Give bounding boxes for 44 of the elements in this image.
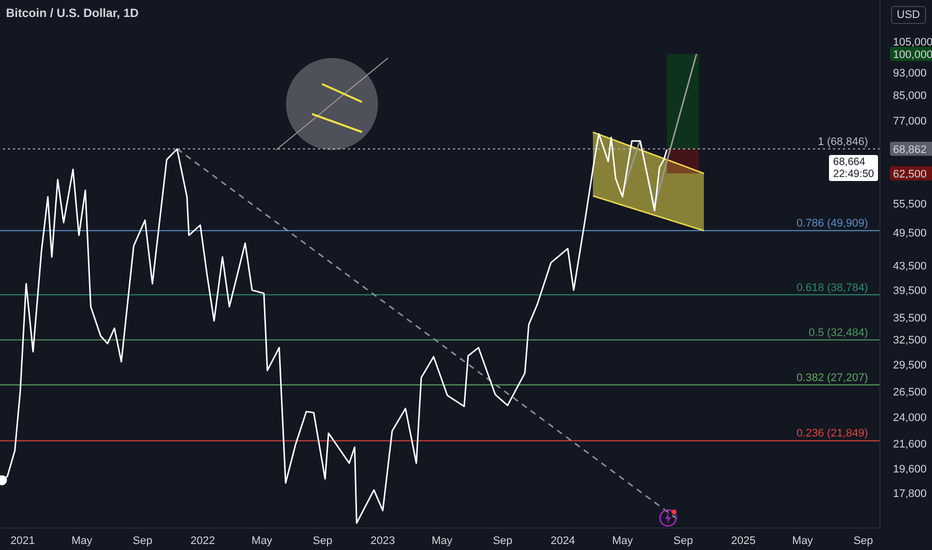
y-tick-label: 29,500 xyxy=(893,359,927,372)
x-tick-label: May xyxy=(252,534,273,547)
y-tick-label: 39,500 xyxy=(893,285,927,298)
ref-line-label: 0.786 (49,909) xyxy=(796,218,868,230)
y-tick-label: 32,500 xyxy=(893,334,927,347)
y-tick-label: 55,500 xyxy=(893,198,927,211)
y-tick-label: 35,500 xyxy=(893,312,927,324)
x-tick-label: Sep xyxy=(132,534,152,547)
y-tick-label: 49,500 xyxy=(893,228,927,240)
x-tick-label: 2022 xyxy=(190,534,215,547)
x-tick-label: May xyxy=(71,534,93,547)
x-tick-label: Sep xyxy=(492,534,512,547)
x-tick-label: May xyxy=(792,534,814,547)
annotation: 68,664 xyxy=(833,156,866,168)
ref-line-label: 0.382 (27,207) xyxy=(796,372,868,384)
y-tick-label: 105,000 xyxy=(893,36,932,48)
x-tick-label: 2024 xyxy=(550,534,576,547)
y-tick-label: 43,500 xyxy=(893,260,927,273)
y-tick-label: 77,000 xyxy=(893,115,927,128)
y-tick-label: 93,000 xyxy=(893,67,927,80)
annotation: 22:49:50 xyxy=(833,168,874,180)
x-tick-label: Sep xyxy=(673,534,693,547)
ref-line-label: 1 (68,846) xyxy=(818,136,868,148)
text: Bitcoin / U.S. Dollar, 1D xyxy=(6,6,139,20)
x-tick-label: 2025 xyxy=(731,534,756,547)
y-tick-label: 85,000 xyxy=(893,90,927,102)
x-tick-label: 2021 xyxy=(10,534,35,547)
y-tick-label: 62,500 xyxy=(893,168,927,180)
y-tick-label: 24,000 xyxy=(893,412,927,424)
text: USD xyxy=(890,6,926,24)
y-tick-label: 68,862 xyxy=(893,144,927,156)
y-tick-label: 17,800 xyxy=(893,488,927,500)
x-tick-label: May xyxy=(432,534,453,547)
x-tick-label: Sep xyxy=(312,534,332,547)
y-tick-label: 21,600 xyxy=(893,438,927,451)
y-tick-label: 26,500 xyxy=(893,386,927,399)
y-tick-label: 100,000 xyxy=(893,48,932,61)
y-tick-label: 19,600 xyxy=(893,463,927,476)
x-tick-label: Sep xyxy=(853,534,874,547)
ref-line-label: 0.5 (32,484) xyxy=(808,326,868,339)
ref-line-label: 0.236 (21,849) xyxy=(796,428,868,440)
ref-line-label: 0.618 (38,784) xyxy=(796,282,868,294)
x-tick-label: 2023 xyxy=(370,534,396,547)
x-tick-label: May xyxy=(612,534,634,547)
